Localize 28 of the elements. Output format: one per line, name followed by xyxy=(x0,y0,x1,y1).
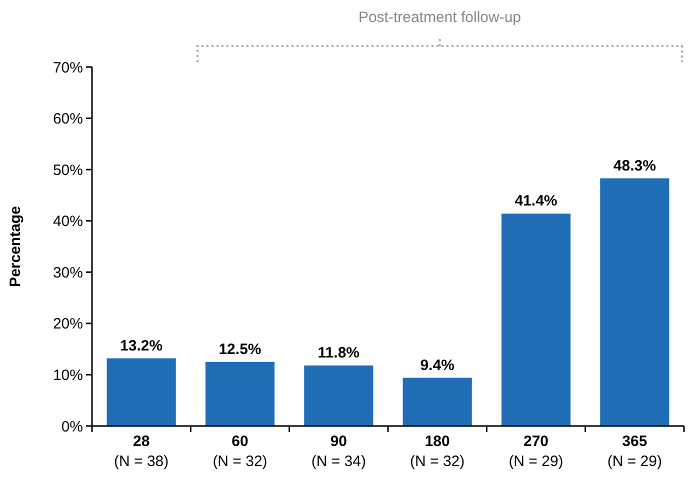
data-label: 12.5% xyxy=(218,340,262,358)
bar xyxy=(205,362,275,426)
data-label: 9.4% xyxy=(420,356,454,374)
data-label: 48.3% xyxy=(613,157,656,174)
data-label: 41.4% xyxy=(514,192,558,210)
bar xyxy=(501,214,571,426)
bar xyxy=(600,178,670,426)
bar xyxy=(402,378,472,426)
y-tick-label: 60% xyxy=(52,110,83,128)
y-tick-label: 10% xyxy=(52,366,83,384)
y-tick-label: 0% xyxy=(61,418,83,436)
x-tick-label: 180 (N = 32) xyxy=(410,433,465,470)
y-tick-label: 70% xyxy=(52,59,83,76)
y-tick-label: 40% xyxy=(52,213,83,230)
y-tick-label: 50% xyxy=(52,162,83,179)
x-tick-label: 90 (N = 34) xyxy=(311,433,366,470)
data-label: 11.8% xyxy=(318,344,360,362)
text: Post-treatment follow-up xyxy=(358,9,522,26)
bar xyxy=(106,358,176,426)
y-axis-title: Percentage xyxy=(7,206,24,287)
x-tick-label: 28 (N = 38) xyxy=(114,433,169,470)
data-label: 13.2% xyxy=(120,337,163,354)
bar xyxy=(304,365,374,426)
y-tick-label: 20% xyxy=(52,316,83,333)
x-tick-label: 270 (N = 29) xyxy=(508,433,564,470)
x-tick-label: 60 (N = 32) xyxy=(212,433,268,470)
x-tick-label: 365 (N = 29) xyxy=(607,433,662,470)
y-tick-label: 30% xyxy=(52,264,83,282)
